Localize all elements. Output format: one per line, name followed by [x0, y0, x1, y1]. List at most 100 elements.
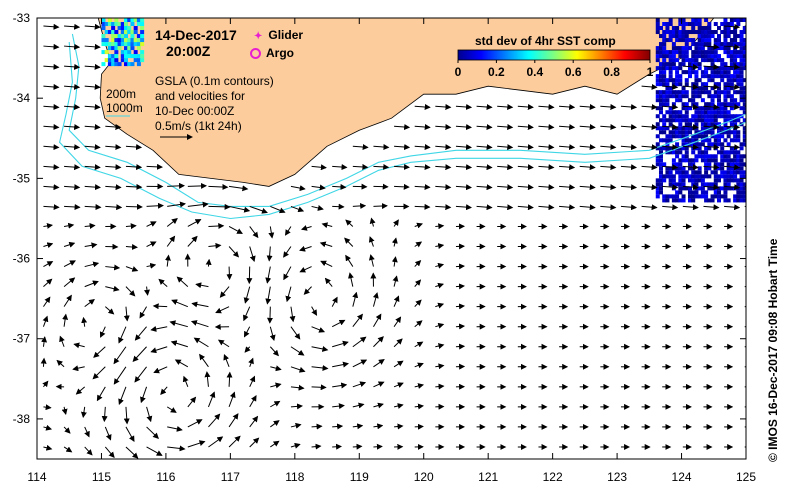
- sst-pixel: [140, 34, 145, 39]
- sst-pixel: [671, 90, 676, 95]
- sst-pixel: [733, 30, 738, 35]
- velocity-arrow: [744, 125, 746, 127]
- sst-pixel: [678, 174, 683, 179]
- sst-pixel: [684, 110, 689, 115]
- velocity-arrow: [167, 201, 187, 208]
- sst-pixel: [700, 34, 705, 39]
- sst-pixel: [723, 42, 728, 47]
- velocity-arrow: [703, 184, 720, 191]
- sst-pixel: [723, 130, 728, 135]
- sst-pixel: [655, 54, 660, 59]
- sst-pixel: [133, 18, 138, 22]
- sst-pixel: [668, 34, 673, 39]
- sst-pixel: [684, 170, 689, 175]
- sst-pixel: [700, 154, 705, 159]
- sst-pixel: [678, 30, 683, 35]
- sst-pixel: [691, 138, 696, 143]
- sst-pixel: [694, 18, 699, 22]
- velocity-arrow: [249, 437, 260, 448]
- contour-1000-label: 1000m: [106, 101, 143, 115]
- sst-pixel: [671, 198, 676, 203]
- sst-pixel: [681, 38, 686, 43]
- sst-pixel: [727, 14, 731, 18]
- sst-pixel: [104, 22, 109, 27]
- sst-pixel: [742, 190, 746, 195]
- sst-pixel: [746, 142, 750, 146]
- sst-pixel: [658, 118, 663, 123]
- velocity-arrow: [118, 386, 127, 406]
- sst-pixel: [710, 198, 715, 203]
- velocity-arrow: [393, 338, 403, 348]
- sst-pixel: [713, 58, 718, 63]
- sst-pixel: [130, 42, 135, 47]
- sst-pixel: [127, 38, 132, 43]
- sst-pixel: [668, 118, 673, 123]
- velocity-arrow: [84, 144, 101, 151]
- x-tick-label: 124: [672, 470, 692, 484]
- sst-pixel: [704, 170, 709, 175]
- velocity-arrow: [187, 396, 197, 408]
- sst-pixel: [136, 22, 141, 27]
- velocity-arrow: [620, 144, 638, 151]
- sst-pixel: [681, 86, 686, 91]
- velocity-arrow: [703, 124, 720, 131]
- sst-pixel: [120, 34, 125, 39]
- sst-pixel: [720, 74, 725, 79]
- sst-pixel: [720, 30, 725, 35]
- sst-pixel: [681, 50, 686, 55]
- sst-pixel: [658, 186, 663, 191]
- sst-pixel: [107, 18, 112, 22]
- sst-pixel: [678, 170, 683, 175]
- sst-pixel: [746, 86, 750, 90]
- sst-pixel: [746, 106, 750, 110]
- sst-pixel: [729, 138, 734, 143]
- sst-pixel: [671, 134, 676, 139]
- sst-pixel: [662, 58, 667, 63]
- sst-pixel: [697, 66, 702, 71]
- velocity-arrow: [166, 235, 176, 247]
- sst-pixel: [694, 82, 699, 87]
- velocity-arrow: [703, 83, 720, 90]
- sst-pixel: [678, 78, 683, 83]
- sst-pixel: [694, 178, 699, 183]
- sst-pixel: [671, 58, 676, 63]
- sst-pixel: [729, 162, 734, 167]
- axes: 114 115 116 117 118 119 120 121 122 123 124 125 -33 -…: [13, 11, 757, 484]
- sst-pixel: [668, 178, 673, 183]
- sst-pixel: [697, 146, 702, 151]
- velocity-arrow: [373, 443, 383, 450]
- velocity-arrow: [538, 144, 555, 151]
- sst-pixel: [691, 198, 696, 203]
- sst-pixel: [700, 114, 705, 119]
- sst-pixel: [742, 170, 746, 175]
- sst-pixel: [662, 46, 667, 51]
- velocity-arrow: [414, 144, 431, 151]
- sst-pixel: [742, 94, 746, 99]
- sst-pixel: [658, 42, 663, 47]
- x-tick-label: 122: [543, 470, 563, 484]
- sst-pixel: [124, 38, 129, 43]
- sst-pixel: [716, 70, 721, 75]
- sst-pixel: [133, 54, 138, 59]
- sst-pixel: [114, 58, 119, 63]
- sst-pixel: [707, 94, 712, 99]
- sst-pixel: [697, 106, 702, 111]
- sst-pixel: [687, 198, 692, 203]
- velocity-arrow: [538, 184, 555, 191]
- velocity-arrow: [84, 43, 101, 50]
- velocity-arrow: [620, 103, 638, 110]
- sst-pixel: [736, 170, 741, 175]
- sst-pixel: [700, 126, 705, 131]
- sst-pixel: [124, 42, 129, 47]
- sst-pixel: [681, 118, 686, 123]
- velocity-arrow: [435, 164, 452, 171]
- sst-pixel: [114, 42, 119, 47]
- sst-pixel: [713, 90, 718, 95]
- sst-pixel: [729, 38, 734, 43]
- sst-pixel: [723, 22, 728, 27]
- sst-pixel: [710, 134, 715, 139]
- velocity-arrow: [80, 406, 87, 418]
- sst-pixel: [108, 14, 112, 18]
- sst-pixel: [691, 174, 696, 179]
- sst-pixel: [694, 170, 699, 175]
